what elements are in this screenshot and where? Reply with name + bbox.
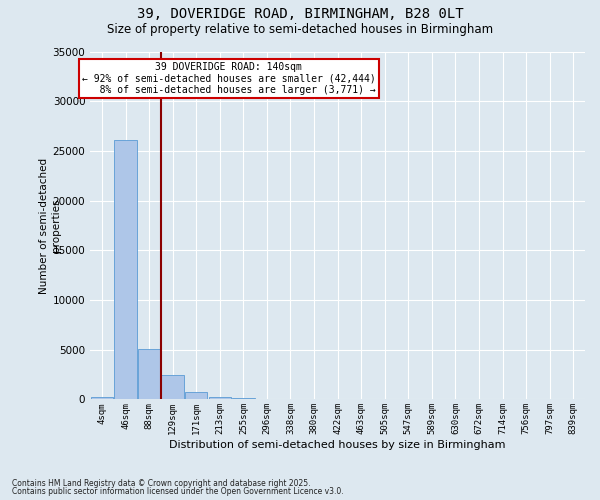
Text: Contains HM Land Registry data © Crown copyright and database right 2025.: Contains HM Land Registry data © Crown c… xyxy=(12,478,311,488)
Bar xyxy=(91,398,113,400)
Text: 39 DOVERIDGE ROAD: 140sqm
← 92% of semi-detached houses are smaller (42,444)
   : 39 DOVERIDGE ROAD: 140sqm ← 92% of semi-… xyxy=(82,62,376,95)
Bar xyxy=(232,398,254,400)
Bar xyxy=(209,398,231,400)
Bar xyxy=(185,392,208,400)
Bar xyxy=(161,374,184,400)
Text: Contains public sector information licensed under the Open Government Licence v3: Contains public sector information licen… xyxy=(12,487,344,496)
Text: 39, DOVERIDGE ROAD, BIRMINGHAM, B28 0LT: 39, DOVERIDGE ROAD, BIRMINGHAM, B28 0LT xyxy=(137,8,463,22)
X-axis label: Distribution of semi-detached houses by size in Birmingham: Distribution of semi-detached houses by … xyxy=(169,440,506,450)
Text: Size of property relative to semi-detached houses in Birmingham: Size of property relative to semi-detach… xyxy=(107,22,493,36)
Y-axis label: Number of semi-detached
properties: Number of semi-detached properties xyxy=(39,158,61,294)
Bar xyxy=(138,349,160,400)
Bar xyxy=(115,140,137,400)
